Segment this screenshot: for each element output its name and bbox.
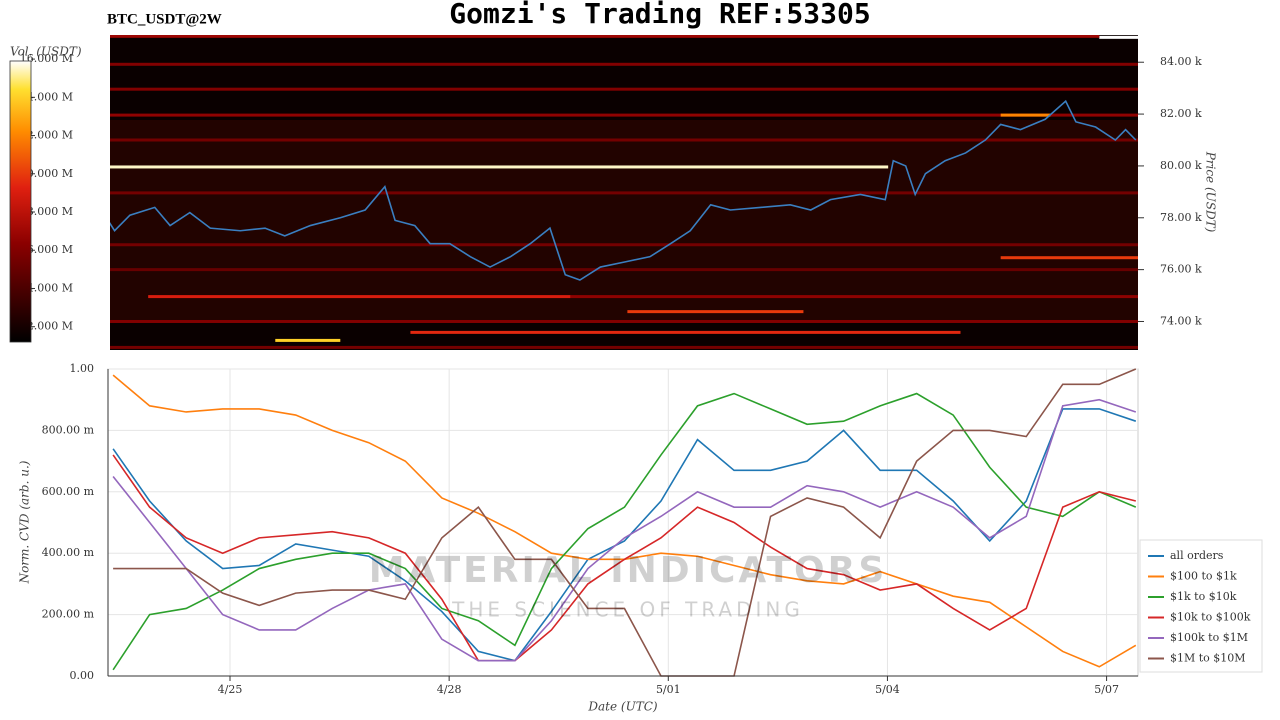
liquidity-band	[110, 191, 1138, 195]
colorbar-tick-label: 14.000 M	[20, 90, 73, 103]
colorbar-tick-label: 4.000 M	[27, 281, 73, 294]
liquidity-band	[110, 243, 1138, 247]
y-tick-label: 76.00 k	[1160, 263, 1202, 276]
cvd-line	[112, 398, 1137, 662]
legend-label: $10k to $100k	[1170, 611, 1251, 624]
liquidity-band	[627, 310, 804, 314]
liquidity-band	[110, 319, 1138, 323]
liquidity-band	[410, 330, 961, 334]
colorbar-tick-label: 12.000 M	[20, 129, 73, 142]
liquidity-band	[110, 113, 1138, 117]
y-axis-label: Price (USDT)	[1204, 151, 1218, 233]
liquidity-band	[1000, 256, 1138, 260]
y-tick-label: 200.00 m	[42, 608, 95, 621]
cvd-line	[113, 368, 1137, 677]
y-tick-label: 800.00 m	[42, 423, 95, 436]
watermark: MATERIAL INDICATORS	[369, 550, 888, 591]
cvd-line	[112, 408, 1137, 662]
chart-title: Gomzi's Trading REF:53305	[449, 0, 870, 30]
heatmap	[110, 35, 1138, 349]
liquidity-band	[148, 295, 571, 299]
pair-label: BTC_USDT@2W	[107, 11, 222, 27]
y-tick-label: 400.00 m	[42, 546, 95, 559]
colorbar-tick-label: 16.000 M	[20, 52, 73, 65]
cvd-line	[112, 454, 1137, 662]
y-tick-label: 84.00 k	[1160, 55, 1202, 68]
colorbar-tick-label: 6.000 M	[27, 243, 73, 256]
legend-label: $100k to $1M	[1170, 631, 1248, 644]
colorbar-tick-label: 2.000 M	[27, 320, 73, 333]
colorbar-tick-label: 10.000 M	[20, 167, 73, 180]
plot-area	[107, 368, 1139, 677]
y-axis-label: Norm. CVD (arb. u.)	[18, 460, 32, 584]
x-axis-label: Date (UTC)	[587, 700, 657, 714]
liquidity-band	[110, 87, 1138, 91]
x-tick-label: 5/04	[875, 683, 900, 696]
price-line	[110, 99, 1137, 281]
y-tick-label: 82.00 k	[1160, 107, 1202, 120]
x-tick-label: 4/28	[437, 683, 462, 696]
cvd-line	[112, 392, 1137, 671]
y-tick-label: 0.00	[70, 669, 95, 682]
cvd-plot	[108, 368, 1138, 677]
legend-label: all orders	[1170, 549, 1224, 562]
watermark: THE SCIENCE OF TRADING	[451, 598, 804, 622]
liquidity-band	[1099, 35, 1138, 39]
legend-label: $100 to $1k	[1170, 570, 1237, 583]
colorbar-label: Vol. (USDT)	[10, 45, 82, 59]
legend-label: $1M to $10M	[1170, 652, 1246, 665]
heatmap-haze	[110, 120, 1138, 320]
liquidity-band	[110, 35, 1100, 38]
liquidity-band	[275, 338, 341, 342]
liquidity-band	[110, 138, 1138, 142]
x-tick-label: 5/01	[656, 683, 681, 696]
liquidity-band	[570, 295, 1138, 299]
y-tick-label: 80.00 k	[1160, 159, 1202, 172]
liquidity-band	[110, 268, 1138, 272]
liquidity-band	[110, 62, 1138, 66]
legend-box	[1139, 539, 1263, 673]
liquidity-band	[110, 165, 889, 169]
legend-label: $1k to $10k	[1170, 590, 1237, 603]
colorbar	[9, 60, 32, 343]
liquidity-band	[1000, 113, 1051, 117]
liquidity-band	[110, 345, 1138, 349]
y-tick-label: 74.00 k	[1160, 314, 1202, 327]
y-tick-label: 78.00 k	[1160, 211, 1202, 224]
x-tick-label: 4/25	[218, 683, 243, 696]
y-tick-label: 600.00 m	[42, 485, 95, 498]
colorbar-tick-label: 8.000 M	[27, 205, 73, 218]
y-tick-label: 1.00	[70, 362, 95, 375]
x-tick-label: 5/07	[1094, 683, 1119, 696]
